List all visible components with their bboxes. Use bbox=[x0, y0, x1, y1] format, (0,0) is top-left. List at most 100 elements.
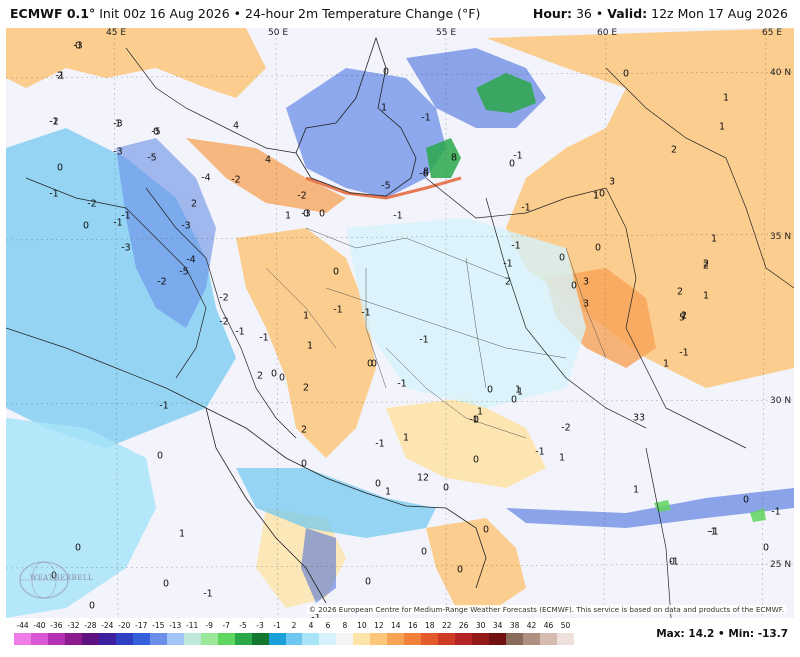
temperature-change-label: 1 bbox=[384, 486, 392, 498]
temperature-change-label: 5 bbox=[678, 312, 686, 324]
temperature-change-label: -1 bbox=[203, 588, 213, 600]
lon-label-55e: 55 E bbox=[436, 28, 456, 38]
temperature-change-label: 2 bbox=[256, 370, 264, 382]
temperature-change-label: -1 bbox=[421, 112, 431, 124]
temperature-change-label: 1 bbox=[306, 340, 314, 352]
colorbar-swatch bbox=[251, 633, 270, 645]
colorbar-tick-label: 26 bbox=[458, 621, 469, 630]
temperature-change-label: -3 bbox=[301, 208, 311, 220]
colorbar-swatch bbox=[132, 633, 151, 645]
temperature-change-label: -3 bbox=[121, 242, 131, 254]
temperature-change-label: 0 bbox=[88, 600, 96, 612]
temperature-change-label: 0 bbox=[510, 394, 518, 406]
colorbar-swatch bbox=[81, 633, 100, 645]
temperature-change-label: -1 bbox=[333, 304, 343, 316]
colorbar-tick-label: 12 bbox=[374, 621, 384, 630]
colorbar-swatch bbox=[285, 633, 303, 645]
temperature-change-label: 0 bbox=[152, 126, 160, 138]
warm-region-caucasus bbox=[186, 138, 346, 213]
colorbar-tick-label: 10 bbox=[357, 621, 367, 630]
colorbar-tick-label: 2 bbox=[291, 621, 297, 630]
hour-value: 36 bbox=[575, 6, 592, 21]
temperature-change-label: -1 bbox=[669, 556, 679, 568]
temperature-change-label: 1 bbox=[114, 118, 122, 130]
temperature-change-label: -1 bbox=[419, 334, 429, 346]
temperature-change-label: 0 bbox=[742, 494, 750, 506]
temperature-change-label: -1 bbox=[311, 612, 321, 619]
colorbar-tick-label: 50 bbox=[560, 621, 571, 630]
colorbar-tick-label: -32 bbox=[67, 621, 80, 630]
temperature-change-label: 3 bbox=[608, 176, 616, 188]
lon-label-45e: 45 E bbox=[106, 28, 126, 38]
temperature-change-label: -2 bbox=[561, 422, 571, 434]
temperature-change-label: -1 bbox=[121, 210, 131, 222]
temperature-change-label: 0 bbox=[162, 578, 170, 590]
init-time: Init 00z 16 Aug 2026 bbox=[99, 6, 230, 21]
colorbar-swatch bbox=[523, 633, 541, 645]
colorbar-tick-label: -17 bbox=[135, 621, 148, 630]
lat-label-30n: 30 N bbox=[770, 396, 792, 406]
warm-region-oman bbox=[426, 518, 526, 608]
persian-gulf-outline bbox=[205, 407, 487, 604]
colorbar-swatch bbox=[319, 633, 337, 645]
temperature-change-label: 0 bbox=[300, 458, 308, 470]
temperature-change-label: 1 bbox=[476, 406, 484, 418]
copyright-notice: © 2026 European Centre for Medium-Range … bbox=[306, 605, 786, 614]
temperature-change-label: 2 bbox=[190, 198, 198, 210]
temperature-change-label: -1 bbox=[707, 526, 717, 538]
temperature-change-label: -3 bbox=[73, 40, 83, 52]
temperature-change-label: 0 bbox=[442, 482, 450, 494]
warm-region-northwest bbox=[6, 28, 266, 98]
strong-cooling-patch-north bbox=[476, 73, 536, 113]
colorbar-swatch bbox=[336, 633, 354, 645]
colorbar-swatch bbox=[557, 633, 575, 645]
temperature-change-label: 2 bbox=[422, 472, 430, 484]
colorbar-tick-label: -44 bbox=[16, 621, 29, 630]
temperature-change-label: -1 bbox=[513, 150, 523, 162]
colorbar-swatch bbox=[217, 633, 236, 645]
temperature-change-label: 1 bbox=[516, 386, 524, 398]
colorbar-swatch bbox=[302, 633, 320, 645]
warm-region-southeast bbox=[386, 398, 546, 488]
temperature-change-label: -1 bbox=[511, 240, 521, 252]
temperature-change-label: 4 bbox=[232, 120, 240, 132]
lon-label-50e: 50 E bbox=[268, 28, 288, 38]
temperature-change-label: -1 bbox=[235, 326, 245, 338]
temperature-change-label: 0 bbox=[594, 242, 602, 254]
max-value: 14.2 bbox=[688, 628, 715, 640]
temperature-change-label: -1 bbox=[113, 217, 123, 229]
colorbar-swatch bbox=[489, 633, 507, 645]
temperature-change-label: -1 bbox=[503, 258, 513, 270]
colorbar-tick-label: 34 bbox=[492, 621, 503, 630]
temperature-change-label: 1 bbox=[380, 102, 388, 114]
temperature-change-label: 0 bbox=[508, 158, 516, 170]
colorbar-swatch bbox=[234, 633, 253, 645]
temperature-change-label: 0 bbox=[364, 576, 372, 588]
model-name: ECMWF 0.1° bbox=[10, 6, 96, 21]
temperature-change-label: 1 bbox=[592, 190, 600, 202]
cool-region-arabia-west bbox=[6, 418, 156, 618]
temperature-change-label: 3 bbox=[632, 412, 640, 424]
lon-label-65e: 65 E bbox=[762, 28, 782, 38]
temperature-change-label: -1 bbox=[55, 70, 65, 82]
temperature-change-label: 1 bbox=[662, 358, 670, 370]
temperature-change-label: -1 bbox=[679, 347, 689, 359]
cool-region-caspian bbox=[286, 68, 446, 198]
map-header: ECMWF 0.1° Init 00z 16 Aug 2026 • 24-hou… bbox=[0, 0, 800, 28]
warm-region-zagros bbox=[236, 228, 376, 458]
temperature-change-map: 45 E 50 E 55 E 60 E 65 E 40 N 35 N 30 N … bbox=[6, 28, 794, 618]
temperature-change-label: -1 bbox=[361, 307, 371, 319]
colorbar-swatch bbox=[506, 633, 524, 645]
colorbar-tick-label: -36 bbox=[50, 621, 63, 630]
temperature-change-label: 0 bbox=[56, 162, 64, 174]
temperature-change-label: 0 bbox=[270, 368, 278, 380]
colorbar-swatch bbox=[438, 633, 456, 645]
temperature-change-label: 2 bbox=[56, 70, 64, 82]
colorbar-tick-label: 46 bbox=[543, 621, 554, 630]
valid-separator: • bbox=[595, 6, 604, 21]
temperature-change-label: 0 bbox=[302, 208, 310, 220]
logo-globe-icon bbox=[19, 561, 69, 599]
max-label: Max: bbox=[656, 628, 685, 640]
cool-region-hormuz bbox=[301, 528, 336, 603]
colorbar-swatch bbox=[14, 633, 32, 645]
